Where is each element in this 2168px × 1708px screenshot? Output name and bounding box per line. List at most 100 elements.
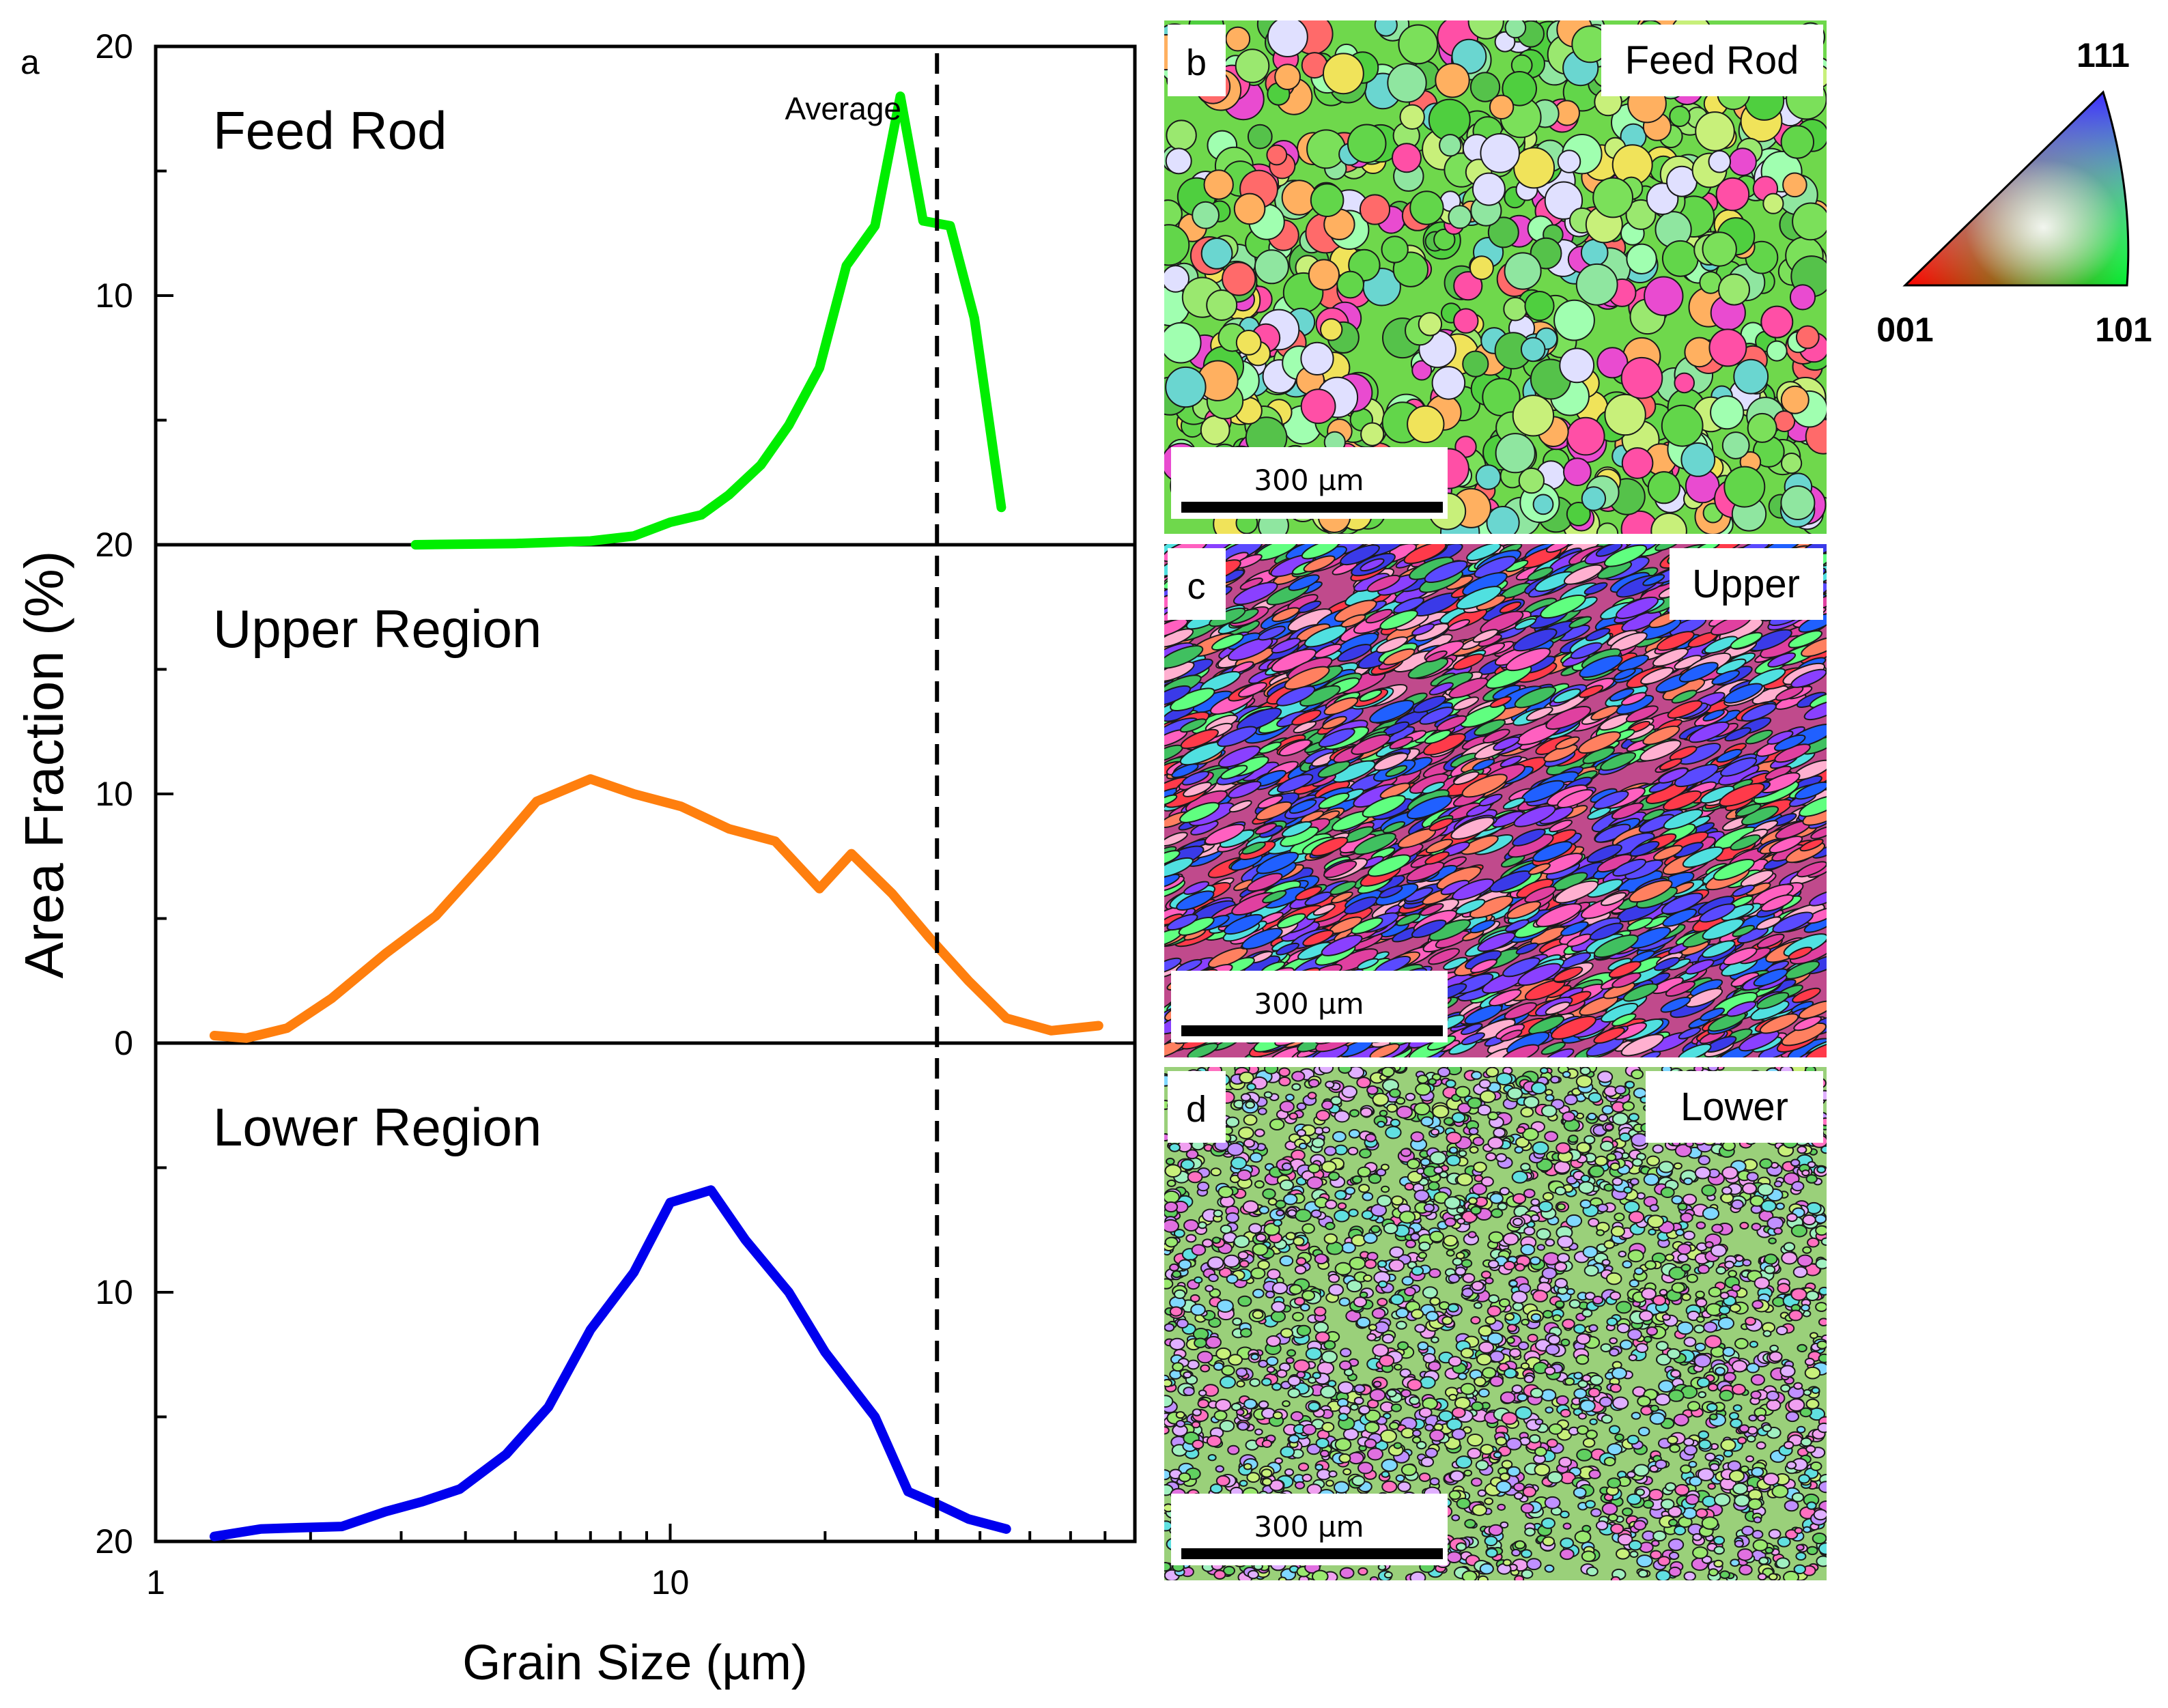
grain	[1500, 1029, 1523, 1042]
grain	[1678, 661, 1719, 683]
grain	[1278, 1576, 1287, 1580]
series-line-upper-region	[209, 774, 1103, 1043]
grain	[1428, 948, 1460, 965]
grain	[1263, 1091, 1273, 1098]
grain	[1575, 263, 1618, 306]
grain	[1170, 687, 1215, 711]
grain	[1181, 771, 1209, 786]
grain	[1278, 1077, 1291, 1087]
grain	[1429, 1296, 1441, 1306]
grain	[1674, 763, 1719, 788]
grain	[1614, 1433, 1624, 1442]
grain	[1247, 124, 1273, 150]
grain	[1667, 700, 1703, 719]
grain	[1351, 917, 1383, 935]
grain	[1200, 1364, 1211, 1373]
grain	[1267, 20, 1308, 57]
grain	[1579, 655, 1623, 679]
panel-c: c Upper 300 µm	[1164, 544, 1827, 1057]
grain	[1164, 265, 1189, 293]
grain	[1489, 94, 1515, 120]
grain	[1360, 422, 1385, 446]
grain	[1782, 172, 1807, 198]
grain	[1642, 725, 1680, 745]
grain	[1683, 1444, 1698, 1456]
grain	[1210, 1167, 1222, 1177]
y-tick-label: 20	[95, 1522, 133, 1561]
grain	[1286, 1349, 1297, 1357]
grain	[1362, 795, 1406, 818]
grain	[1534, 1463, 1551, 1477]
grain	[1723, 683, 1763, 704]
grain	[1306, 1443, 1321, 1455]
scale-bar-text-b: 300 µm	[1254, 464, 1364, 497]
grain	[1680, 1464, 1692, 1474]
grain	[1313, 1321, 1329, 1334]
grain	[1504, 252, 1542, 290]
grain	[1669, 105, 1691, 128]
grain	[1183, 881, 1210, 895]
grain	[1164, 224, 1190, 266]
grain	[1609, 1425, 1620, 1435]
grain	[1605, 1272, 1622, 1285]
grain	[1733, 358, 1769, 395]
grain	[1540, 595, 1586, 619]
grain	[1573, 1324, 1586, 1334]
grain	[1249, 1378, 1261, 1387]
grain	[1207, 947, 1248, 969]
grain	[1369, 1389, 1386, 1401]
grain	[1525, 707, 1553, 722]
grain	[1366, 1085, 1379, 1095]
grain	[1566, 1214, 1583, 1227]
grain	[1502, 957, 1540, 978]
grain	[1179, 801, 1220, 823]
grain	[1489, 988, 1522, 1007]
grain	[1551, 1016, 1596, 1040]
grain	[1462, 350, 1489, 378]
scale-bar-b	[1181, 502, 1443, 513]
grain	[1397, 1481, 1411, 1492]
grain	[1487, 216, 1519, 248]
grain	[1448, 1146, 1459, 1154]
grain	[1297, 1462, 1310, 1472]
grain	[1394, 1363, 1403, 1371]
subplot-title-feed-rod: Feed Rod	[213, 100, 447, 160]
grain	[1420, 903, 1444, 916]
grain	[1419, 707, 1454, 725]
grain	[1611, 1177, 1623, 1186]
grain	[1627, 917, 1653, 932]
grain	[1646, 1326, 1658, 1336]
grain	[1511, 1384, 1523, 1394]
grain	[1505, 559, 1529, 573]
grain	[1524, 291, 1555, 322]
grain	[1504, 20, 1527, 39]
grain	[1381, 236, 1409, 264]
grain	[1756, 992, 1790, 1010]
grain	[1334, 1209, 1350, 1223]
grain	[1738, 1564, 1753, 1576]
grain	[1295, 1481, 1306, 1490]
grain	[1726, 1001, 1757, 1017]
grain	[1469, 920, 1496, 934]
grain	[1489, 1193, 1504, 1204]
grain	[1562, 1522, 1572, 1530]
grain	[1312, 903, 1336, 916]
grain	[1306, 129, 1347, 169]
y-tick-label: 20	[95, 526, 133, 564]
grain	[1791, 1181, 1805, 1192]
grain	[1281, 821, 1312, 838]
grain	[1711, 670, 1741, 685]
grain	[1482, 728, 1510, 744]
grain	[1308, 259, 1340, 291]
grain	[1367, 1447, 1383, 1461]
grain	[1593, 1027, 1625, 1044]
grain	[1304, 625, 1347, 648]
grain	[1536, 902, 1582, 928]
grain	[1359, 1148, 1372, 1158]
grain	[1698, 1439, 1712, 1450]
grain	[1164, 1562, 1172, 1572]
panel-b-label: b	[1186, 42, 1207, 83]
grain	[1446, 1249, 1455, 1257]
grain	[1206, 1435, 1222, 1447]
grain	[1165, 147, 1192, 175]
